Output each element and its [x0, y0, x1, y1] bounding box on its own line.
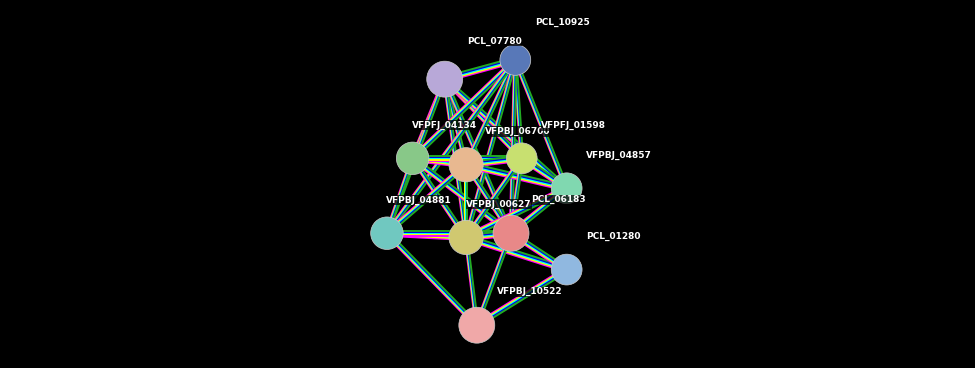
Text: VFPBJ_04857: VFPBJ_04857: [586, 151, 652, 160]
Circle shape: [493, 215, 529, 251]
Circle shape: [397, 142, 429, 174]
Text: PCL_07780: PCL_07780: [467, 37, 522, 46]
Circle shape: [459, 307, 494, 343]
Text: VFPBJ_04881: VFPBJ_04881: [386, 196, 451, 205]
Circle shape: [370, 217, 404, 250]
Text: VFPFJ_04134: VFPFJ_04134: [411, 121, 477, 130]
Circle shape: [449, 220, 484, 255]
Circle shape: [506, 143, 537, 174]
Text: VFPBJ_06700: VFPBJ_06700: [486, 127, 551, 136]
Circle shape: [551, 254, 582, 285]
Text: VFPBJ_10522: VFPBJ_10522: [497, 287, 563, 296]
Circle shape: [551, 173, 582, 204]
Text: VFPBJ_00627: VFPBJ_00627: [466, 200, 531, 209]
Text: PCL_01280: PCL_01280: [586, 232, 641, 241]
Circle shape: [427, 61, 463, 97]
Circle shape: [500, 45, 530, 75]
Text: VFPFJ_01598: VFPFJ_01598: [541, 121, 606, 130]
Circle shape: [449, 148, 484, 182]
Text: PCL_06183: PCL_06183: [531, 195, 586, 204]
Text: PCL_10925: PCL_10925: [535, 18, 590, 28]
